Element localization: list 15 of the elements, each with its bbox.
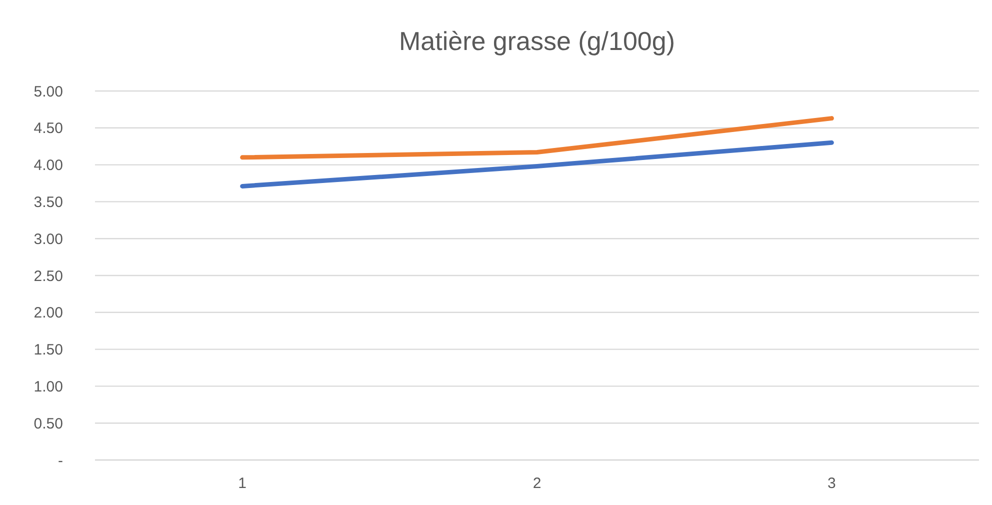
x-tick-label: 3 <box>827 475 836 492</box>
y-tick-label: 4.50 <box>34 120 63 138</box>
y-tick-label: 3.50 <box>34 194 63 211</box>
chart-title: Matière grasse (g/100g) <box>398 26 676 56</box>
y-tick-label: 2.50 <box>34 268 63 285</box>
y-tick-label: 0.50 <box>34 415 63 432</box>
y-tick-label: 4.00 <box>34 157 63 174</box>
y-tick-label: 1.00 <box>34 378 63 396</box>
x-tick-label: 1 <box>238 475 247 492</box>
y-tick-label: 3.00 <box>34 230 63 248</box>
y-tick-label: 5.00 <box>34 83 63 100</box>
y-tick-label: 1.50 <box>34 342 63 359</box>
y-tick-label: 2.00 <box>34 304 63 322</box>
y-tick-label: - <box>58 452 63 470</box>
x-tick-label: 2 <box>532 475 542 492</box>
